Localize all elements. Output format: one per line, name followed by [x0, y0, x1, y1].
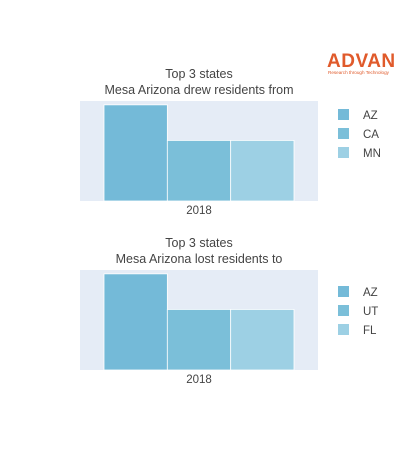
legend-swatch-mn[interactable] [338, 147, 349, 158]
bar-az[interactable] [103, 104, 168, 202]
chart-1: Top 3 states Mesa Arizona drew residents … [80, 67, 381, 217]
bar-az[interactable] [103, 273, 168, 371]
legend: AZ UT FL [338, 286, 378, 337]
legend-label-fl[interactable]: FL [363, 325, 377, 337]
legend-label-ut[interactable]: UT [363, 306, 378, 318]
legend-label-az[interactable]: AZ [363, 110, 378, 122]
x-tick-label: 2018 [186, 205, 212, 217]
legend-swatch-ut[interactable] [338, 305, 349, 316]
legend-label-mn[interactable]: MN [363, 148, 381, 160]
chart-title-line-2: Mesa Arizona drew residents from [105, 83, 294, 97]
legend-swatch-fl[interactable] [338, 324, 349, 335]
logo-wordmark: ADVAN [327, 51, 396, 72]
x-tick-label: 2018 [186, 374, 212, 386]
legend-swatch-az[interactable] [338, 109, 349, 120]
chart-title-line-1: Top 3 states [165, 236, 232, 250]
legend-swatch-az[interactable] [338, 286, 349, 297]
legend-label-ca[interactable]: CA [363, 129, 379, 141]
legend-label-az[interactable]: AZ [363, 287, 378, 299]
bar-ut[interactable] [166, 309, 232, 371]
legend: AZ CA MN [338, 109, 381, 160]
legend-swatch-ca[interactable] [338, 128, 349, 139]
chart-title-line-1: Top 3 states [165, 67, 232, 81]
bar-fl[interactable] [230, 309, 295, 371]
chart-2: Top 3 states Mesa Arizona lost residents … [80, 236, 378, 386]
bar-mn[interactable] [230, 140, 295, 202]
chart-title-line-2: Mesa Arizona lost residents to [116, 252, 283, 266]
bar-ca[interactable] [166, 140, 232, 202]
advan-logo: ADVAN Research through Technology [327, 51, 396, 75]
logo-tagline: Research through Technology [328, 70, 390, 75]
charts-group: Top 3 states Mesa Arizona drew residents … [80, 67, 381, 386]
